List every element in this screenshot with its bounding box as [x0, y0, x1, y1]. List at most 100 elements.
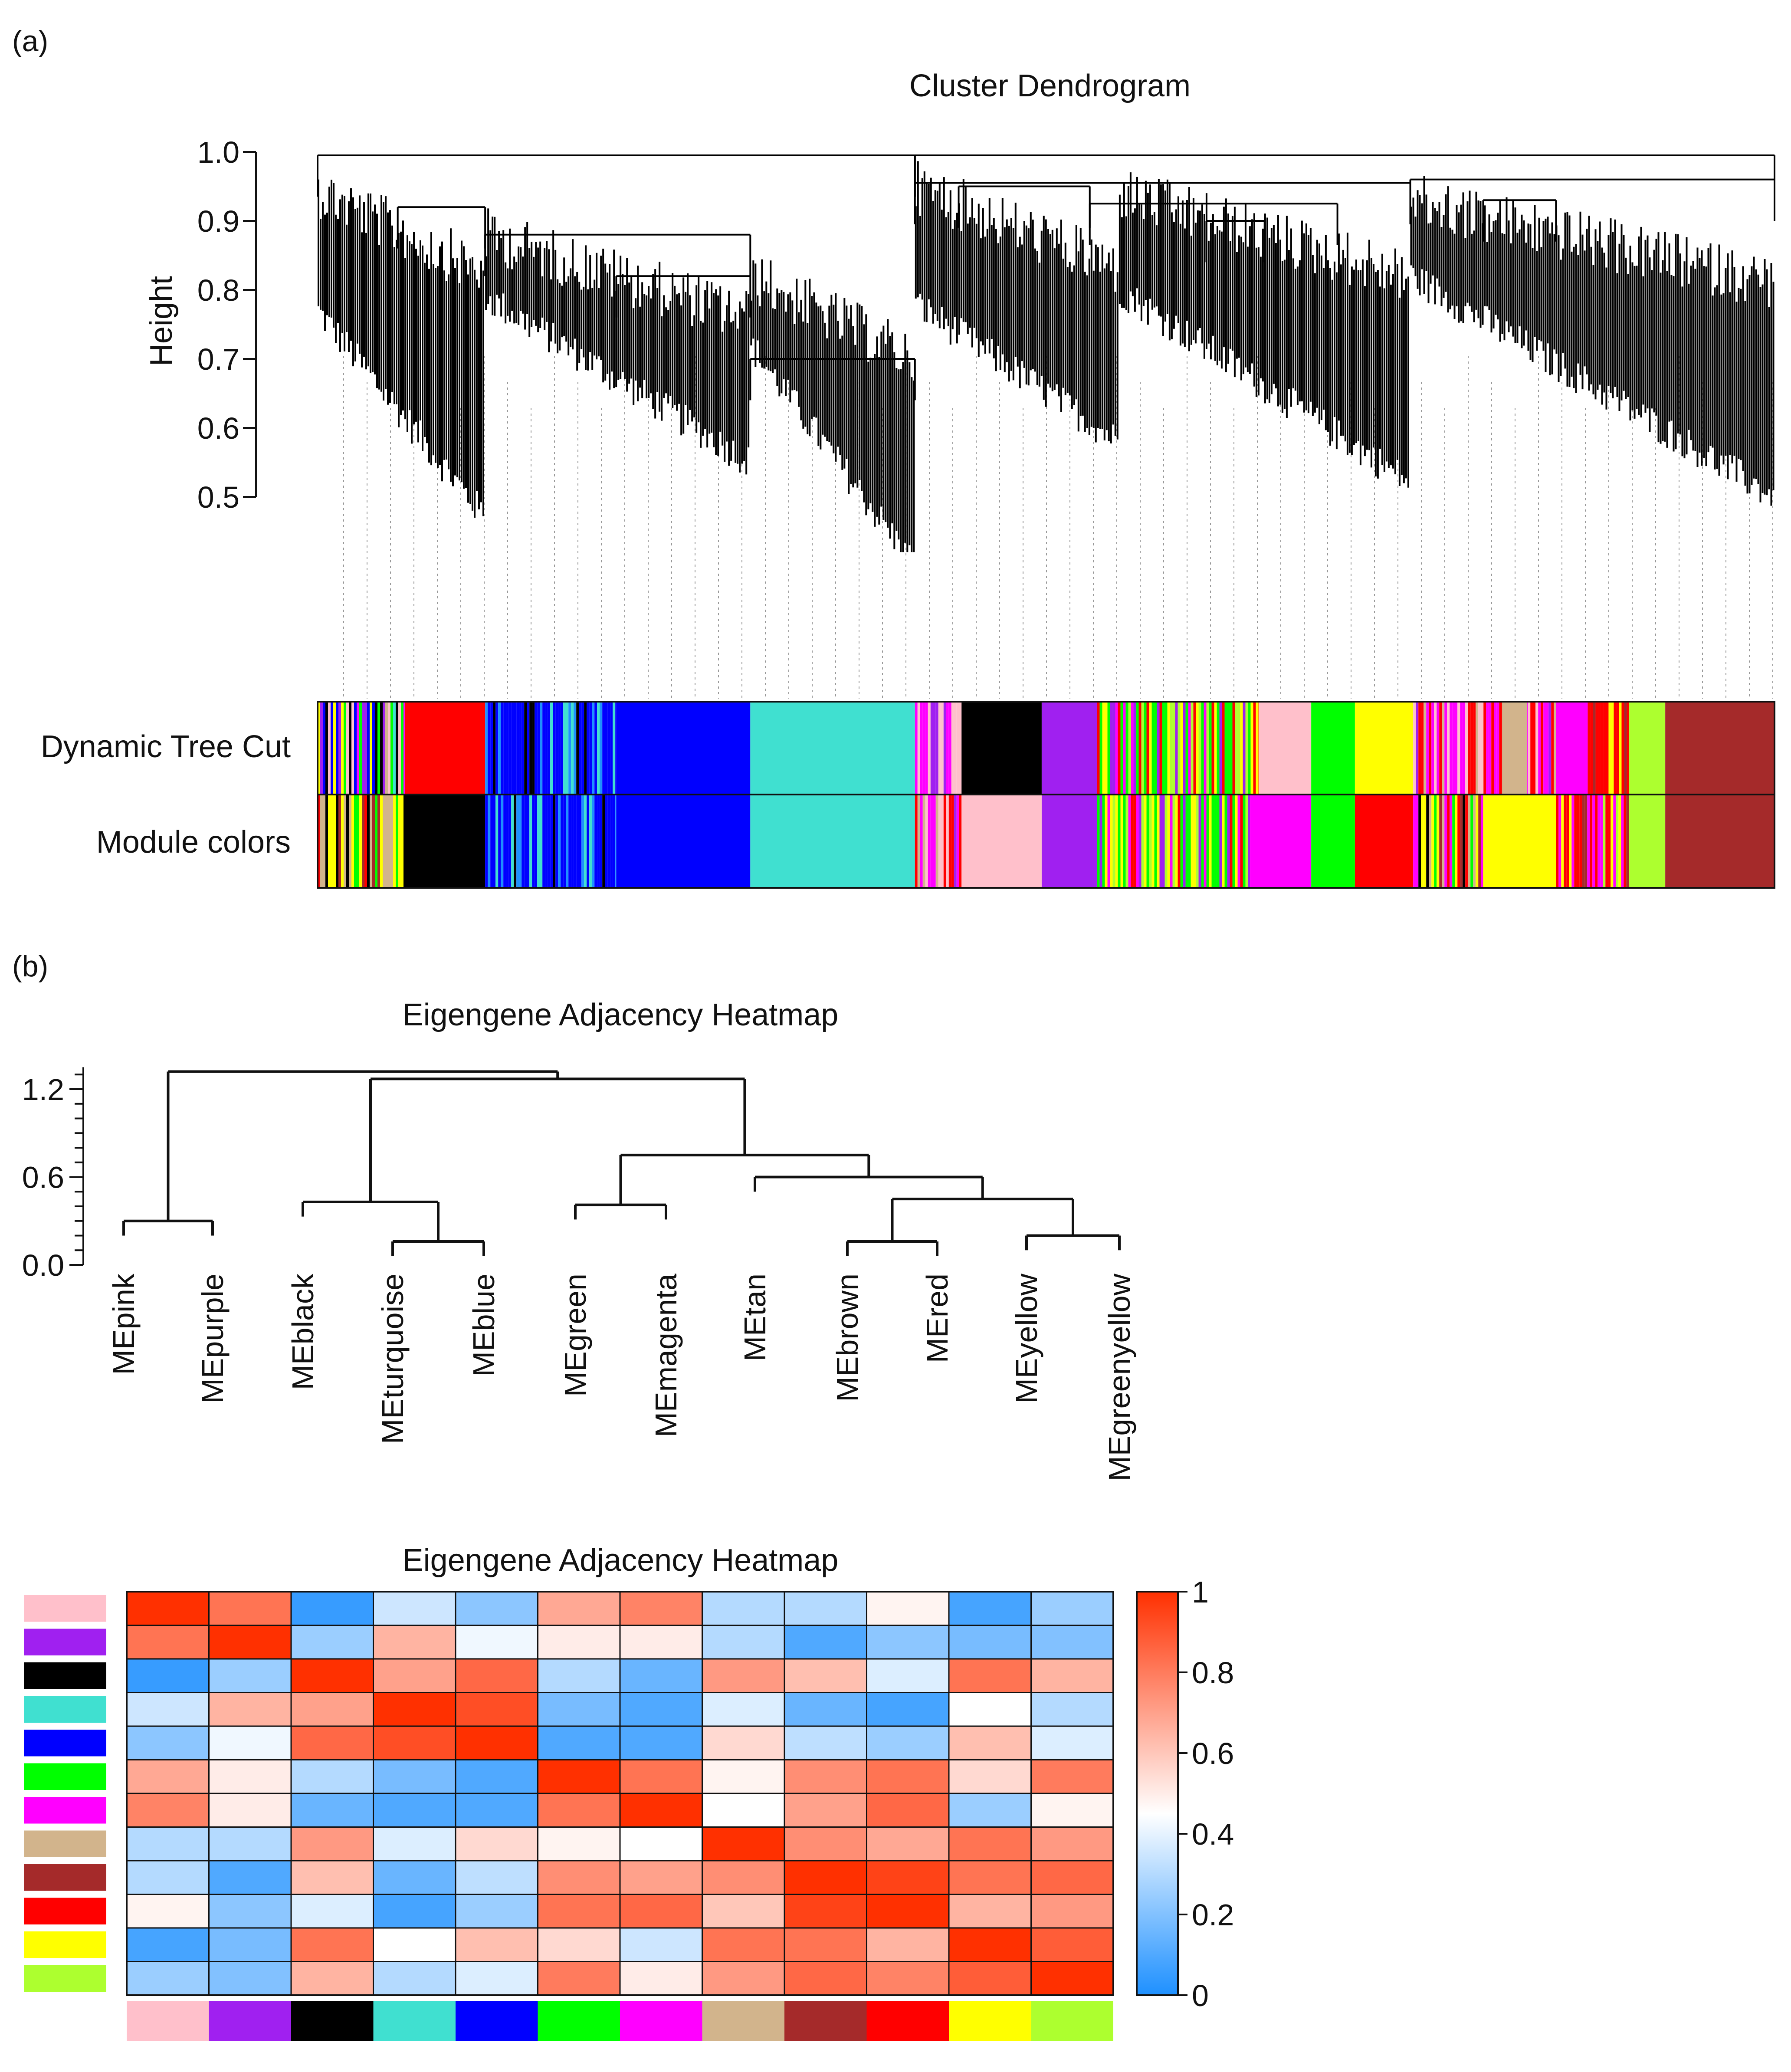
dynamic-tree-cut-stripe: [362, 702, 364, 795]
dynamic-tree-cut-stripe: [1136, 702, 1139, 795]
heatmap-row-color-keys: [24, 1595, 106, 1992]
dendrogram-title: Cluster Dendrogram: [909, 69, 1191, 103]
dynamic-tree-cut-stripe: [576, 702, 579, 795]
module-colors-stripe: [1603, 795, 1606, 888]
module-colors-stripe: [388, 795, 390, 888]
module-colors-stripe: [1232, 795, 1235, 888]
heatmap-cell: [866, 1625, 950, 1660]
module-colors-stripe: [508, 795, 512, 888]
module-colors-stripe: [529, 795, 532, 888]
module-colors-stripe: [364, 795, 367, 888]
heatmap-cell: [126, 1927, 210, 1962]
module-colors-stripe: [1099, 795, 1102, 888]
heatmap-cell: [126, 1725, 210, 1760]
dynamic-tree-cut-stripe: [1424, 702, 1427, 795]
module-colors-stripe: [1204, 795, 1207, 888]
module-colors-stripe: [1564, 795, 1567, 888]
module-colors-stripe: [1175, 795, 1178, 888]
heatmap-cell: [702, 1826, 785, 1862]
dynamic-tree-cut-stripe: [566, 702, 569, 795]
dynamic-tree-cut-stripe: [1196, 702, 1199, 795]
dynamic-tree-cut-stripe: [377, 702, 380, 795]
dynamic-tree-cut-stripe: [403, 702, 405, 795]
dynamic-tree-cut-stripe: [1463, 702, 1466, 795]
heatmap-cell: [784, 1759, 867, 1794]
module-colors-stripe: [1587, 795, 1590, 888]
column-key-turquoise: [373, 2001, 456, 2041]
module-colors-pink: [961, 795, 1042, 888]
module-colors-stripe: [1102, 795, 1105, 888]
leaf-label-mebrown: MEbrown: [830, 1274, 864, 1402]
heatmap-cell: [373, 1692, 456, 1727]
dynamic-tree-cut-stripe: [1237, 702, 1240, 795]
dynamic-tree-cut-stripe: [607, 702, 610, 795]
dynamic-tree-cut-stripe: [351, 702, 354, 795]
module-colors-stripe: [1149, 795, 1152, 888]
module-colors-stripe: [1141, 795, 1144, 888]
heatmap-cell: [208, 1725, 292, 1760]
dynamic-tree-cut-stripe: [1250, 702, 1253, 795]
dynamic-tree-cut-stripe: [1450, 702, 1453, 795]
colorbar-tick-label: 0.6: [1192, 1737, 1234, 1770]
heatmap-cell: [537, 1591, 621, 1626]
dynamic-tree-cut-stripe: [383, 702, 385, 795]
module-colors-stripe: [349, 795, 351, 888]
dynamic-tree-cut-stripe: [1616, 702, 1619, 795]
dynamic-tree-cut-stripe: [1439, 702, 1442, 795]
dynamic-tree-cut-stripe: [1164, 702, 1168, 795]
module-colors-stripe: [1209, 795, 1212, 888]
module-colors-stripe: [1616, 795, 1619, 888]
module-colors-stripe: [535, 795, 538, 888]
module-colors-stripe: [1167, 795, 1170, 888]
dynamic-tree-cut-stripe: [1603, 702, 1606, 795]
dynamic-tree-cut-stripe: [602, 702, 605, 795]
module-colors-stripe: [351, 795, 354, 888]
module-colors-stripe: [1574, 795, 1577, 888]
heatmap-cell: [702, 1793, 785, 1828]
heatmap-cell: [373, 1625, 456, 1660]
module-colors-stripe: [1558, 795, 1561, 888]
dynamic-tree-cut-stripe: [357, 702, 359, 795]
dynamic-tree-cut-stripe: [1123, 702, 1126, 795]
heatmap-cell: [537, 1927, 621, 1962]
dendrogram-tree: [317, 154, 1775, 552]
module-colors-stripe: [323, 795, 325, 888]
heatmap-cell: [373, 1860, 456, 1895]
module-colors-red: [1355, 795, 1414, 888]
module-colors-stripe: [393, 795, 396, 888]
module-colors-magenta: [1250, 795, 1312, 888]
heatmap-cell: [619, 1927, 703, 1962]
dynamic-tree-cut-stripe: [1541, 702, 1544, 795]
dynamic-tree-cut-stripe: [1627, 702, 1629, 795]
dynamic-tree-cut-stripe: [535, 702, 538, 795]
dynamic-tree-cut-stripe: [331, 702, 333, 795]
row-key-brown: [24, 1864, 106, 1891]
dynamic-tree-cut-stripe: [380, 702, 383, 795]
heatmap-cell: [208, 1658, 292, 1693]
dynamic-tree-cut-stripe: [1621, 702, 1624, 795]
dynamic-tree-cut-stripe: [1601, 702, 1604, 795]
eigengene-leaf-labels: MEpink MEpurple MEblack MEturquoise MEblue ME…: [107, 1273, 1136, 1481]
colorbar-tick-label: 0.2: [1192, 1898, 1234, 1932]
dynamic-tree-cut-stripe: [1133, 702, 1136, 795]
module-colors-blue: [616, 795, 751, 888]
dynamic-tree-cut-stripe: [563, 702, 566, 795]
module-colors-stripe: [579, 795, 582, 888]
dynamic-tree-cut-stripe: [1431, 702, 1434, 795]
module-colors-stripe: [1151, 795, 1155, 888]
dynamic-tree-cut-stripe: [516, 702, 519, 795]
dynamic-tree-cut-stripe: [1429, 702, 1432, 795]
module-colors-stripe: [1172, 795, 1175, 888]
dynamic-tree-cut-stripe: [555, 702, 558, 795]
module-colors-stripe: [589, 795, 592, 888]
module-colors-stripe: [1442, 795, 1445, 888]
dynamic-tree-cut-stripe: [1178, 702, 1181, 795]
dynamic-tree-cut-stripe: [1188, 702, 1191, 795]
dynamic-tree-cut-stripe: [1120, 702, 1123, 795]
dynamic-tree-cut-stripe: [941, 702, 944, 795]
heatmap-cell: [1030, 1725, 1114, 1760]
module-colors-stripe: [954, 795, 957, 888]
heatmap-cell: [537, 1625, 621, 1660]
dynamic-tree-cut-stripe: [1418, 702, 1421, 795]
